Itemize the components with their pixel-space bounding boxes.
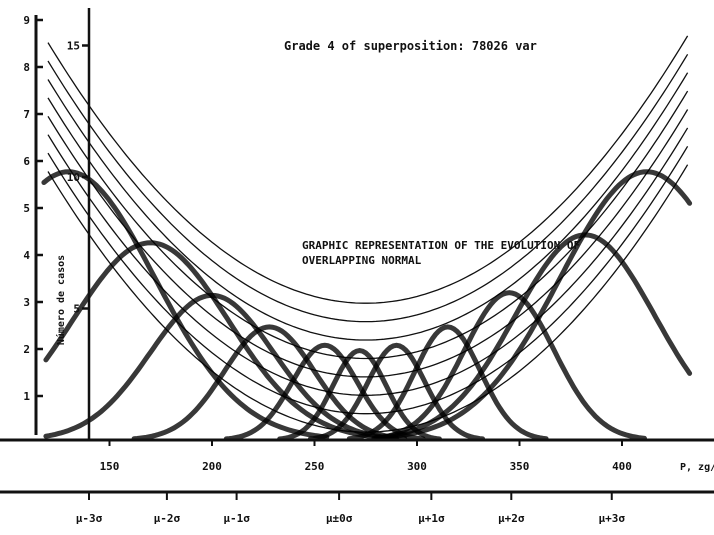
sigma-label-6: µ+3σ [599,512,626,525]
outer-tick-label-3: 3 [23,296,30,309]
bowl-curve-3 [47,109,689,378]
outer-tick-label-5: 5 [23,202,30,215]
chart-title-line-2: OVERLAPPING NORMAL [302,254,422,267]
inner-tick-label-10: 10 [67,171,80,184]
normal-curve-9 [373,232,693,441]
x-tick-label-200: 200 [202,460,222,473]
sigma-ticks: µ-3σ µ-2σ µ-1σ µ±0σ µ+1σ µ+2σ µ+3σ [76,492,626,525]
sigma-label-0: µ-3σ [76,512,103,525]
bowl-curve-6 [47,53,689,323]
inner-tick-label-5: 5 [73,303,80,316]
outer-tick-label-9: 9 [23,14,30,27]
sigma-label-2: µ-1σ [223,512,250,525]
normal-curve-4 [223,342,426,442]
normal-curve-6 [307,342,486,442]
inner-y-ticks: 5 10 15 [67,40,89,316]
normal-curve-3 [131,324,408,442]
chart-title-line-1: GRAPHIC REPRESENTATION OF THE EVOLUTION … [302,239,580,252]
outer-tick-label-1: 1 [23,390,30,403]
grade-text: Grade 4 of superposition: 78026 var [284,39,537,53]
inner-tick-label-15: 15 [67,40,80,53]
normal-curve-1 [43,240,387,441]
normal-curve-10 [385,169,693,440]
x-tick-label-150: 150 [100,460,120,473]
outer-tick-label-8: 8 [23,61,30,74]
x-axis-label: P, zg/ [680,462,714,473]
outer-tick-label-7: 7 [23,108,30,121]
bowl-curve-0 [47,164,689,433]
y-axis-label: Número de casos [55,255,67,345]
x-tick-label-250: 250 [305,460,325,473]
sigma-label-3: µ±0σ [326,512,353,525]
normal-curve-2 [43,292,399,441]
outer-tick-label-6: 6 [23,155,30,168]
x-tick-label-400: 400 [612,460,632,473]
bowl-curve-1 [47,145,689,415]
normal-curves [41,169,693,442]
outer-tick-label-4: 4 [23,249,30,262]
sigma-label-4: µ+1σ [418,512,445,525]
bowl-curve-5 [47,72,689,341]
sigma-label-1: µ-2σ [154,512,181,525]
normal-curve-0 [41,169,330,440]
normal-curve-7 [346,324,549,442]
normal-curve-8 [371,290,647,441]
x-tick-label-300: 300 [407,460,427,473]
bowl-curve-7 [47,35,689,304]
outer-tick-label-2: 2 [23,343,30,356]
x-ticks: 150 200 250 300 350 400 [100,440,632,473]
outer-y-ticks: 1 2 3 4 5 6 7 8 9 [23,14,43,403]
sigma-label-5: µ+2σ [498,512,525,525]
x-tick-label-350: 350 [510,460,530,473]
